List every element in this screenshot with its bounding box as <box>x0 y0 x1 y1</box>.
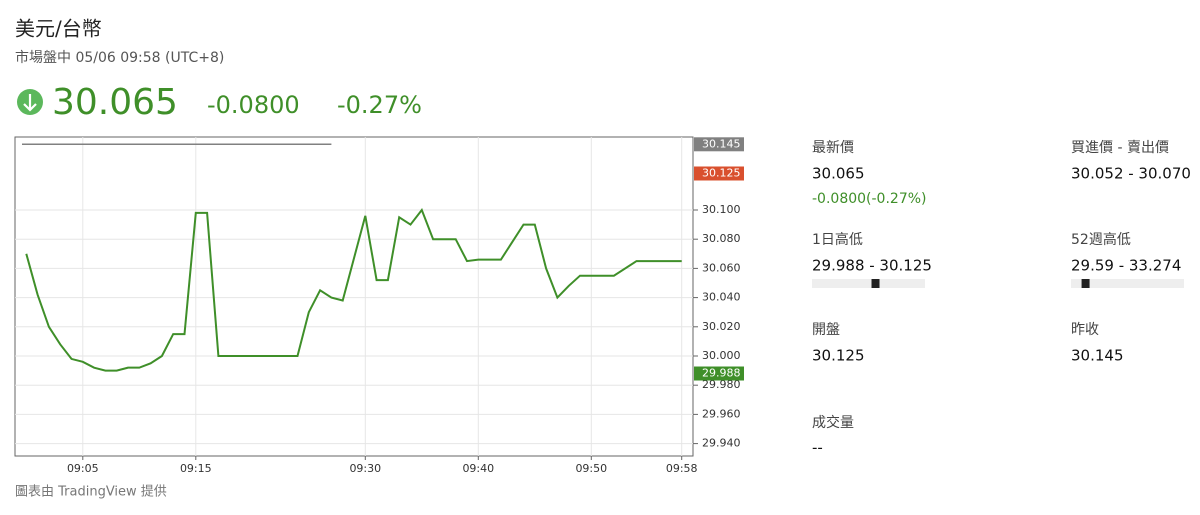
stat-value: -- <box>812 439 823 457</box>
x-tick-label: 09:05 <box>67 462 99 475</box>
range-bar <box>812 279 925 288</box>
change-pct: -0.27% <box>337 91 422 119</box>
chart-frame <box>14 136 694 457</box>
x-tick-label: 09:50 <box>575 462 607 475</box>
stat-value: 29.988 - 30.125 <box>812 257 932 275</box>
range-marker <box>1081 279 1090 288</box>
stat-label: 1日高低 <box>812 231 863 248</box>
price-tag <box>694 137 744 152</box>
stat-value: 30.065 <box>812 165 865 183</box>
footer: 圖表由 TradingView 提供 <box>15 484 167 500</box>
price-tag <box>694 366 744 381</box>
price-line <box>25 207 682 372</box>
stat-label: 最新價 <box>812 139 854 156</box>
price-tag-label: 29.988 <box>702 367 741 380</box>
y-tick-label: 30.100 <box>702 203 741 216</box>
y-tick-label: 30.060 <box>702 261 741 274</box>
stat-value: 30.145 <box>1071 347 1124 365</box>
stat-label: 成交量 <box>812 414 854 431</box>
stat-label: 昨收 <box>1071 322 1099 338</box>
y-tick-label: 29.960 <box>702 407 741 420</box>
y-tick-label: 29.940 <box>702 437 741 450</box>
x-tick-label: 09:40 <box>462 462 494 475</box>
price: 30.065 <box>52 82 178 123</box>
subtitle: 市場盤中 05/06 09:58 (UTC+8) <box>15 49 224 66</box>
stat-label: 開盤 <box>812 322 840 338</box>
down-arrow <box>23 94 37 112</box>
x-tick-label: 09:58 <box>666 462 698 475</box>
x-tick-label: 09:30 <box>349 462 381 475</box>
price-tag <box>694 166 744 181</box>
y-tick-label: 30.080 <box>702 232 741 245</box>
range-marker <box>871 279 880 288</box>
stat-change: -0.0800(-0.27%) <box>812 191 927 207</box>
stat-value: 30.125 <box>812 347 865 365</box>
y-tick-label: 30.020 <box>702 320 741 333</box>
stat-value: 30.052 - 30.070 <box>1071 165 1191 183</box>
y-tick-label: 30.000 <box>702 349 741 362</box>
x-tick-label: 09:15 <box>180 462 212 475</box>
title: 美元/台幣 <box>15 17 102 41</box>
y-tick-label: 30.040 <box>702 291 741 304</box>
range-bar <box>1071 279 1184 288</box>
price-tag-label: 30.145 <box>702 137 741 150</box>
price-tag-label: 30.125 <box>702 166 741 179</box>
change: -0.0800 <box>207 91 300 119</box>
stat-label: 52週高低 <box>1071 231 1131 248</box>
stat-value: 29.59 - 33.274 <box>1071 257 1181 275</box>
stat-label: 買進價 - 賣出價 <box>1071 139 1169 156</box>
y-tick-label: 29.980 <box>702 378 741 391</box>
